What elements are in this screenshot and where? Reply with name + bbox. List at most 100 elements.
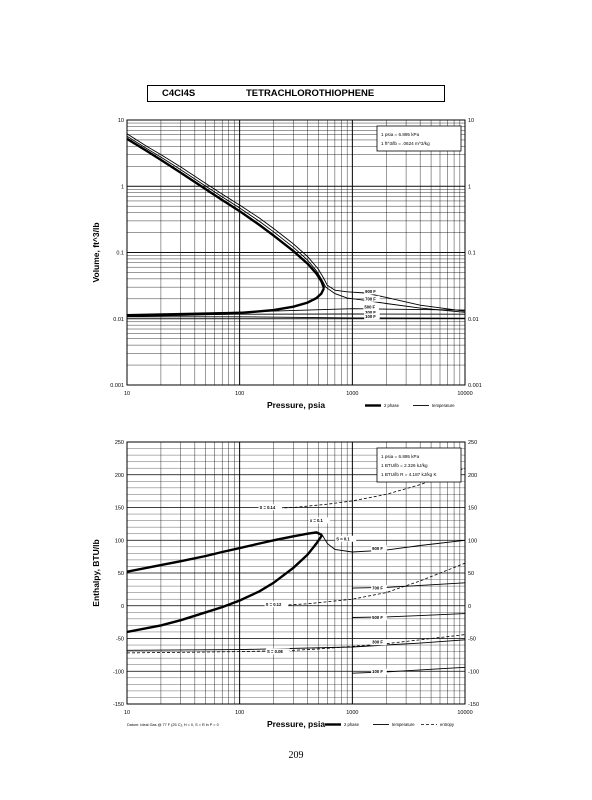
y-tick-label: 250 bbox=[115, 440, 124, 446]
y-tick-label: 50 bbox=[118, 571, 124, 577]
plot-frame bbox=[126, 441, 466, 705]
curve-label: S = 0.14 bbox=[260, 505, 276, 510]
isentrope-line bbox=[273, 562, 466, 607]
isotherm-line bbox=[126, 135, 466, 313]
y-tick-label: 0.001 bbox=[110, 383, 124, 389]
curve-label: S = 0.12 bbox=[266, 602, 282, 607]
legend-label: 2 phase bbox=[384, 403, 400, 408]
curve-label: 500 F bbox=[372, 615, 383, 620]
chemical-formula: C4Cl4S bbox=[162, 88, 196, 99]
y-tick-label: 200 bbox=[115, 473, 124, 479]
curve-label: S = 0.1 bbox=[336, 536, 350, 541]
y-tick-label-right: -100 bbox=[468, 669, 479, 675]
isotherm-line bbox=[127, 316, 466, 319]
curve-label: x = 0.1 bbox=[310, 518, 324, 523]
x-axis-label: Pressure, psia bbox=[267, 719, 325, 729]
y-tick-label: -150 bbox=[113, 702, 124, 708]
isotherm-line bbox=[126, 308, 466, 315]
x-tick-label: 1000 bbox=[346, 391, 358, 397]
y-tick-label-right: 0.01 bbox=[468, 317, 479, 323]
unit-conversion-text: 1 BTU/lb = 2.326 kJ/kg bbox=[381, 463, 428, 468]
x-axis-label: Pressure, psia bbox=[267, 400, 325, 410]
curve-label: S = 0.08 bbox=[267, 649, 283, 654]
curve-label-background bbox=[266, 648, 290, 655]
x-tick-label: 10000 bbox=[457, 710, 472, 716]
chart-title-box: C4Cl4S TETRACHLOROTHIOPHENE bbox=[147, 85, 445, 102]
curve-label-background bbox=[364, 313, 380, 320]
x-tick-label: 10000 bbox=[457, 391, 472, 397]
x-tick-label: 1000 bbox=[346, 710, 358, 716]
isotherm-line bbox=[352, 582, 466, 589]
isotherm-line bbox=[126, 639, 466, 651]
curve-label: 900 F bbox=[365, 289, 376, 294]
isotherm-line bbox=[352, 613, 466, 618]
y-tick-label-right: 0.001 bbox=[468, 383, 482, 389]
curve-label-background bbox=[371, 668, 387, 675]
y-tick-label: 0 bbox=[121, 604, 124, 610]
y-tick-label: -100 bbox=[113, 669, 124, 675]
y-tick-label-right: 200 bbox=[468, 473, 477, 479]
unit-conversion-text: 1 ft^3/lb = .0624 m^3/kg bbox=[381, 141, 430, 146]
y-tick-label-right: 150 bbox=[468, 506, 477, 512]
curve-label-background bbox=[371, 545, 387, 552]
isotherm-line bbox=[321, 534, 466, 553]
y-tick-label: 0.1 bbox=[116, 251, 124, 257]
curve-label: 300 F bbox=[365, 310, 376, 315]
y-axis-label: Enthalpy, BTU/lb bbox=[91, 539, 101, 606]
curve-label-background bbox=[258, 504, 283, 511]
curve-label: 500 F bbox=[364, 305, 375, 310]
y-tick-label: 1 bbox=[121, 184, 124, 190]
curve-label-background bbox=[308, 517, 330, 524]
datum-note: Datum: Ideal Gas @ 77 F (25 C), H = 0, S… bbox=[127, 723, 219, 727]
isentrope-line bbox=[126, 634, 466, 654]
legend-label: temperature bbox=[392, 722, 415, 727]
y-tick-label-right: 250 bbox=[468, 440, 477, 446]
unit-conversion-text: 1 psia = 6.895 kPa bbox=[381, 454, 420, 459]
unit-conversion-text: 1 psia = 6.895 kPa bbox=[381, 132, 420, 137]
y-axis-label: Volume, ft^3/lb bbox=[91, 222, 101, 282]
curve-label-background bbox=[371, 584, 387, 591]
y-tick-label-right: 1 bbox=[468, 184, 471, 190]
y-tick-label-right: 0 bbox=[468, 604, 471, 610]
x-tick-label: 100 bbox=[235, 391, 244, 397]
isotherm-line bbox=[126, 313, 466, 316]
curve-label-background bbox=[364, 309, 380, 316]
curve-label: 700 F bbox=[365, 296, 376, 301]
unit-conversion-box bbox=[376, 125, 462, 152]
curve-label: 100 F bbox=[372, 669, 383, 674]
two-phase-curve bbox=[126, 287, 326, 317]
isotherm-line bbox=[126, 133, 466, 312]
legend-label: temperature bbox=[432, 403, 455, 408]
x-tick-label: 100 bbox=[235, 710, 244, 716]
two-phase-curve bbox=[126, 137, 326, 289]
unit-conversion-text: 1 BTU/lb R = 4.187 kJ/kg K bbox=[381, 472, 437, 477]
y-tick-label-right: 0.1 bbox=[468, 251, 476, 257]
curve-label-background bbox=[335, 535, 357, 542]
plot-frame bbox=[126, 119, 466, 386]
chart-1: 10 100 1000 100000.0010.010.11100.0010.010.… bbox=[91, 118, 482, 410]
y-tick-label: 150 bbox=[115, 506, 124, 512]
y-tick-label: 100 bbox=[115, 538, 124, 544]
x-tick-label: 10 bbox=[124, 391, 130, 397]
y-tick-label-right: 50 bbox=[468, 571, 474, 577]
y-tick-label-right: -150 bbox=[468, 702, 479, 708]
curve-label-background bbox=[264, 601, 289, 608]
curve-label-background bbox=[371, 639, 387, 646]
curve-label: 300 F bbox=[372, 640, 383, 645]
y-tick-label: 10 bbox=[118, 118, 124, 124]
curve-label: 700 F bbox=[372, 585, 383, 590]
unit-conversion-box bbox=[376, 447, 462, 483]
y-tick-label-right: 100 bbox=[468, 538, 477, 544]
compound-name: TETRACHLOROTHIOPHENE bbox=[246, 88, 375, 99]
page-number: 209 bbox=[288, 750, 304, 761]
y-tick-label-right: -50 bbox=[468, 637, 476, 643]
x-tick-label: 10 bbox=[124, 710, 130, 716]
legend-label: 2 phase bbox=[344, 722, 360, 727]
curve-label-background bbox=[364, 295, 380, 302]
chart-2: 10 100 1000 10000-150-100-50050100150200250… bbox=[91, 440, 479, 729]
curve-label: 100 F bbox=[365, 314, 376, 319]
curve-label-background bbox=[363, 304, 379, 311]
y-tick-label-right: 10 bbox=[468, 118, 474, 124]
curve-label-background bbox=[364, 288, 380, 295]
